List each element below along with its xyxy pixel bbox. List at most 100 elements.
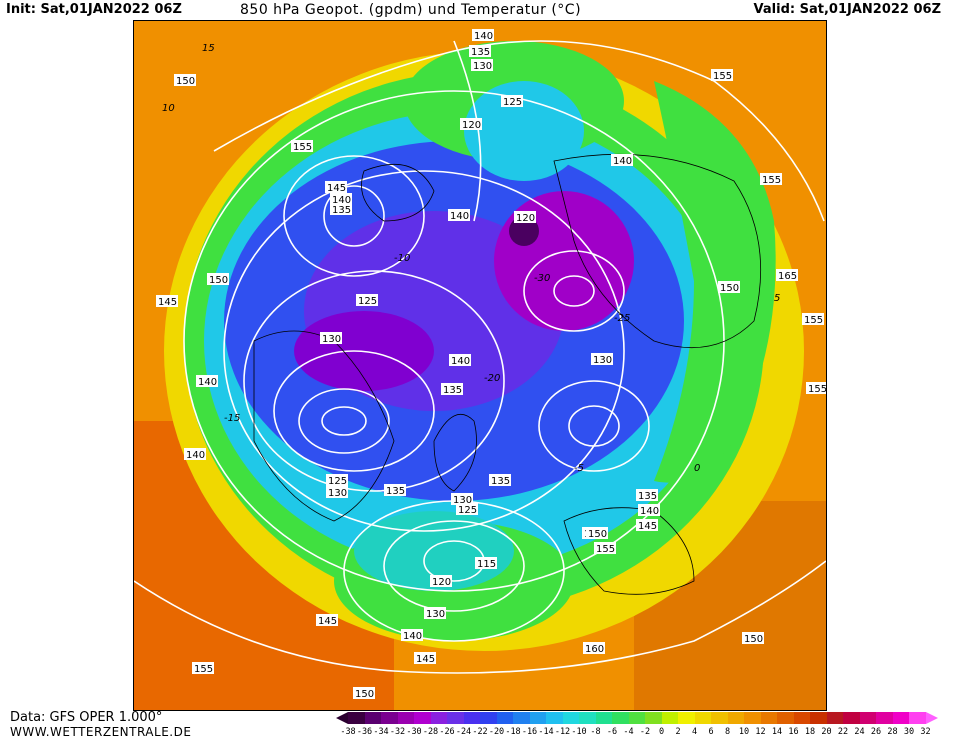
geo-label: 125 xyxy=(326,474,348,487)
colorbar-tick-label: -22 xyxy=(472,727,488,737)
website-link[interactable]: WWW.WETTERZENTRALE.DE xyxy=(10,725,192,739)
colorbar-tick-label: 18 xyxy=(804,727,816,737)
map-title: 850 hPa Geopot. (gpdm) und Temperatur (°… xyxy=(240,2,582,18)
colorbar-swatch xyxy=(364,712,381,724)
svg-text:135: 135 xyxy=(332,205,351,216)
colorbar-swatch xyxy=(744,712,761,724)
colorbar-swatch xyxy=(760,712,777,724)
init-time: Init: Sat,01JAN2022 06Z xyxy=(6,2,182,17)
svg-text:150: 150 xyxy=(720,283,739,294)
colorbar-tick-label: 14 xyxy=(771,727,783,737)
isoline-north-low-2 xyxy=(523,250,625,332)
geo-label: 130 xyxy=(326,486,348,499)
svg-text:130: 130 xyxy=(473,61,492,72)
svg-text:145: 145 xyxy=(158,297,177,308)
atlantic-cyan xyxy=(354,511,514,591)
colorbar-swatch xyxy=(876,712,893,724)
colorbar-tick-label: -24 xyxy=(455,727,472,737)
colorbar-tick-label: 30 xyxy=(903,727,915,737)
isoline-jet-north xyxy=(213,40,825,222)
geo-label: 155 xyxy=(760,173,782,186)
isoline-atlantic-low-2 xyxy=(383,520,525,612)
colorbar-swatch xyxy=(381,712,398,724)
valid-time: Valid: Sat,01JAN2022 06Z xyxy=(753,2,941,17)
geo-label: 125 xyxy=(456,503,478,516)
geo-label: 120 xyxy=(460,118,482,131)
geo-label: 115 xyxy=(475,557,497,570)
svg-text:130: 130 xyxy=(593,355,612,366)
colorbar-swatch xyxy=(348,712,365,724)
geo-label: 160 xyxy=(583,642,605,655)
colorbar-swatch xyxy=(909,712,926,724)
data-source: Data: GFS OPER 1.000° xyxy=(10,710,163,725)
svg-text:140: 140 xyxy=(332,195,351,206)
geo-label: 125 xyxy=(501,95,523,108)
header: Init: Sat,01JAN2022 06Z 850 hPa Geopot. … xyxy=(0,0,959,20)
svg-text:150: 150 xyxy=(588,529,607,540)
colorbar-tick-label: -12 xyxy=(554,727,571,737)
geo-label: 145 xyxy=(325,181,347,194)
svg-text:155: 155 xyxy=(713,71,732,82)
colorbar-swatch xyxy=(397,712,414,724)
svg-text:145: 145 xyxy=(327,183,346,194)
geo-label: 145 xyxy=(636,519,658,532)
svg-text:130: 130 xyxy=(426,609,445,620)
svg-text:140: 140 xyxy=(403,631,422,642)
coast-alaska xyxy=(361,164,435,222)
svg-text:140: 140 xyxy=(451,356,470,367)
colorbar-tick-label: 26 xyxy=(870,727,882,737)
geo-label: 155 xyxy=(594,542,616,555)
colorbar-swatch xyxy=(430,712,447,724)
colorbar-swatch xyxy=(612,712,629,724)
svg-text:130: 130 xyxy=(328,488,347,499)
geo-label: 120 xyxy=(514,211,536,224)
svg-text:145: 145 xyxy=(318,616,337,627)
colorbar-swatch xyxy=(546,712,563,724)
colorbar-tick-label: 2 xyxy=(675,727,681,737)
colorbar-tick-label: -30 xyxy=(406,727,422,737)
geo-label: 150 xyxy=(718,281,740,294)
footer-info: Data: GFS OPER 1.000° WWW.WETTERZENTRALE… xyxy=(10,710,192,740)
svg-text:150: 150 xyxy=(209,275,228,286)
svg-text:140: 140 xyxy=(640,506,659,517)
weather-map[interactable]: 140 135 130 125 120 155 150 155 145 140 … xyxy=(133,20,827,711)
svg-text:135: 135 xyxy=(638,491,657,502)
geo-label: 140 xyxy=(330,193,352,206)
colorbar-swatch xyxy=(513,712,530,724)
colorbar-tick-label: -4 xyxy=(623,727,634,737)
geo-label: 140 xyxy=(638,504,660,517)
geo-label: 145 xyxy=(316,614,338,627)
coast-greenland xyxy=(433,414,477,492)
svg-text:140: 140 xyxy=(613,156,632,167)
geo-label: 140 xyxy=(401,629,423,642)
svg-text:-30: -30 xyxy=(534,273,550,284)
isoline-pacific-low-2 xyxy=(283,155,425,277)
colorbar-tick-label: 24 xyxy=(854,727,865,737)
colorbar-swatch xyxy=(480,712,497,724)
colorbar-tick-label: -34 xyxy=(373,727,389,737)
isoline-east-low xyxy=(568,405,620,447)
svg-text:140: 140 xyxy=(198,377,217,388)
geo-label: 140 xyxy=(196,375,218,388)
isoline-low-center-2 xyxy=(298,388,390,454)
colorbar-arrow-right xyxy=(925,712,938,724)
colorbar-swatch xyxy=(859,712,876,724)
coastlines xyxy=(253,153,762,595)
colorbar-tick-label: -10 xyxy=(571,727,587,737)
svg-text:150: 150 xyxy=(355,689,374,700)
geo-label: 150 xyxy=(742,632,764,645)
svg-text:150: 150 xyxy=(744,634,763,645)
temperature-colorbar: -38 -36 -34 -32 -30 -28 -26 -24 -22 -20 -18 -16 -14-… xyxy=(336,712,956,741)
svg-text:130: 130 xyxy=(322,334,341,345)
geo-label: 135 xyxy=(636,489,658,502)
geo-label: 135 xyxy=(330,203,352,216)
colorbar-swatch xyxy=(628,712,645,724)
geo-label: 130 xyxy=(471,59,493,72)
svg-text:0: 0 xyxy=(694,463,700,474)
colorbar-swatch xyxy=(810,712,827,724)
green-tongue-east xyxy=(654,81,776,483)
coast-north-america xyxy=(253,330,395,522)
colorbar-swatch xyxy=(711,712,728,724)
geo-label: 130 xyxy=(320,332,342,345)
svg-text:-15: -15 xyxy=(224,413,240,424)
